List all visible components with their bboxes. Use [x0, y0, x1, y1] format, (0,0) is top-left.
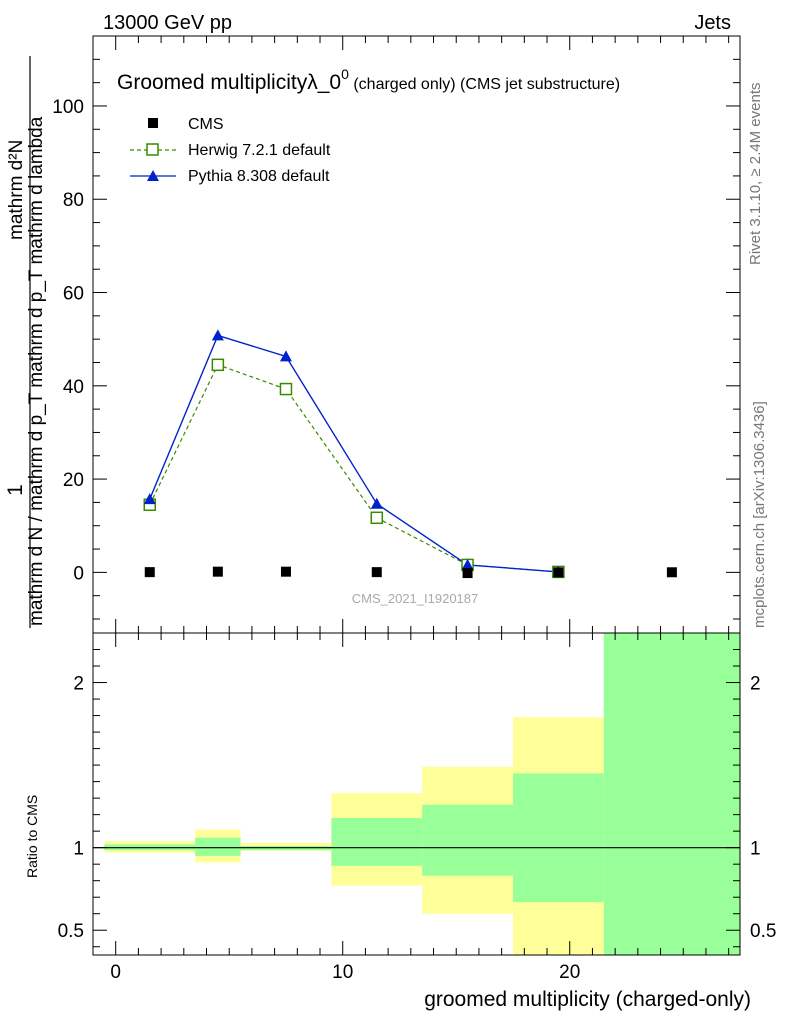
legend-pythia-label: Pythia 8.308 default: [188, 168, 330, 185]
ylabel-numerator: mathrm d²N: [6, 140, 27, 240]
rivet-version-label: Rivet 3.1.10, ≥ 2.4M events: [747, 83, 764, 266]
title-main: Groomed multiplicityλ_0: [117, 71, 341, 94]
main-ytick-label: 60: [63, 284, 84, 305]
cms-point: [553, 567, 564, 578]
ratio-ytick-label-right: 0.5: [750, 921, 776, 942]
title-subtitle: (charged only) (CMS jet substructure): [349, 76, 620, 93]
ratio-frame: [92, 632, 741, 956]
ratio-xtick-label: 20: [559, 962, 580, 983]
main-ytick-label: 80: [63, 190, 84, 211]
cms-point: [371, 567, 382, 578]
ratio-band-inner: [603, 633, 740, 955]
category-label: Jets: [694, 12, 731, 34]
main-y-axis-label: 1 mathrm d N / mathrm d p_T mathrm d p_T…: [4, 56, 47, 628]
legend-pythia-marker: [147, 170, 159, 181]
herwig-point: [370, 511, 384, 525]
ratio-band-inner: [512, 773, 604, 903]
main-axis-ticks: 0 20 40 60 80 100: [52, 36, 740, 633]
ratio-band-inner: [422, 804, 513, 876]
main-series-group: [143, 329, 677, 579]
pythia-point: [461, 558, 474, 570]
x-axis-label: groomed multiplicity (charged-only): [424, 988, 751, 1011]
cms-point: [666, 567, 677, 578]
ratio-axis-ticks: 0.5 0.51 12 20 10 20: [58, 633, 776, 983]
legend-cms-marker: [148, 118, 158, 128]
main-ytick-label: 100: [52, 97, 84, 118]
ratio-ytick-label: 2: [73, 674, 84, 695]
analysis-watermark: CMS_2021_I1920187: [352, 591, 479, 606]
ratio-ylabel: Ratio to CMS: [24, 795, 40, 878]
pythia-line: [149, 334, 559, 573]
pythia-point: [211, 329, 224, 341]
legend-herwig-label: Herwig 7.2.1 default: [188, 142, 331, 159]
pythia-point: [370, 497, 383, 509]
ratio-ytick-label-right: 2: [750, 674, 761, 695]
ratio-ytick-label: 0.5: [58, 921, 84, 942]
legend: CMS Herwig 7.2.1 default Pythia 8.308 de…: [130, 116, 331, 185]
cms-point: [280, 566, 291, 577]
main-title: Groomed multiplicityλ_00 (charged only) …: [117, 66, 620, 94]
ratio-xtick-label: 10: [332, 962, 353, 983]
ratio-ytick-label-right: 1: [750, 839, 761, 860]
ratio-xtick-label: 0: [110, 962, 121, 983]
mcplots-label: mcplots.cern.ch [arXiv:1306.3436]: [751, 401, 768, 628]
title-superscript: 0: [341, 66, 349, 82]
main-ytick-label: 20: [63, 470, 84, 491]
ratio-ytick-label: 1: [73, 839, 84, 860]
ylabel-numerator-one: 1: [4, 484, 27, 496]
cms-point: [144, 567, 155, 578]
ylabel-denominator: mathrm d N / mathrm d p_T mathrm d p_T m…: [26, 116, 47, 626]
herwig-point: [211, 358, 225, 372]
herwig-line: [149, 364, 559, 573]
main-ytick-label: 40: [63, 377, 84, 398]
pythia-point: [279, 350, 292, 362]
ratio-band-inner: [331, 817, 423, 866]
ratio-panel: 0.5 0.51 12 20 10 20 Ratio to CMS groomed mul…: [24, 632, 776, 1011]
main-panel: 0 20 40 60 80 100 CMS_2021_I1920187 Groomed m…: [52, 35, 741, 634]
cms-point: [462, 568, 473, 579]
cms-point: [212, 566, 223, 577]
herwig-point: [279, 382, 293, 396]
main-ytick-label: 0: [73, 563, 84, 584]
energy-label: 13000 GeV pp: [103, 12, 232, 34]
ratio-bands: [104, 633, 740, 955]
legend-herwig-marker: [146, 143, 159, 156]
pythia-point: [143, 493, 156, 505]
ratio-band-inner: [195, 837, 241, 856]
legend-cms-label: CMS: [188, 116, 224, 133]
